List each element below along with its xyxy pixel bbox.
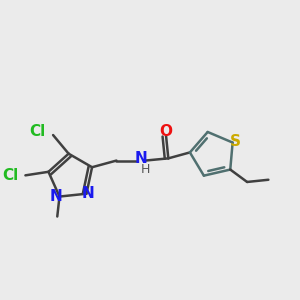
Text: N: N (134, 151, 147, 166)
Text: S: S (230, 134, 241, 149)
Text: O: O (160, 124, 172, 139)
Text: H: H (141, 163, 150, 176)
Text: Cl: Cl (2, 168, 18, 183)
Text: N: N (50, 189, 63, 204)
Text: Cl: Cl (30, 124, 46, 139)
Text: N: N (82, 186, 94, 201)
